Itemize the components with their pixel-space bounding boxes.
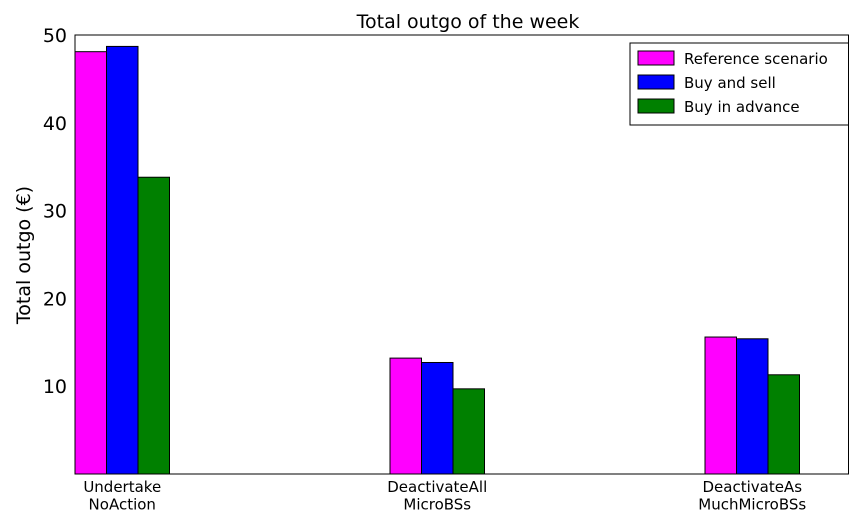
legend-label: Buy and sell	[684, 74, 776, 92]
y-tick-label: 50	[43, 25, 67, 47]
legend-swatch	[637, 50, 675, 66]
y-tick-label: 10	[43, 376, 67, 398]
y-axis-label: Total outgo (€)	[13, 186, 35, 325]
bar	[704, 336, 737, 475]
x-tick-label: Undertake NoAction	[83, 478, 161, 513]
legend-label: Buy in advance	[684, 98, 800, 116]
legend-swatch	[637, 74, 675, 90]
legend-swatch	[637, 98, 675, 114]
y-tick-label: 30	[43, 201, 67, 223]
bar	[389, 357, 422, 475]
bar	[137, 176, 170, 475]
x-tick-label: DeactivateAll MicroBSs	[387, 478, 487, 513]
bar	[106, 45, 139, 475]
chart-title: Total outgo of the week	[356, 11, 580, 33]
bar	[74, 51, 107, 475]
bar	[767, 374, 800, 475]
legend-label: Reference scenario	[684, 50, 828, 68]
bar	[421, 361, 454, 475]
y-tick-label: 20	[43, 288, 67, 310]
bar	[452, 388, 485, 475]
x-tick-label: DeactivateAs MuchMicroBSs	[698, 478, 806, 513]
y-tick-label: 40	[43, 113, 67, 135]
bar	[736, 338, 769, 475]
